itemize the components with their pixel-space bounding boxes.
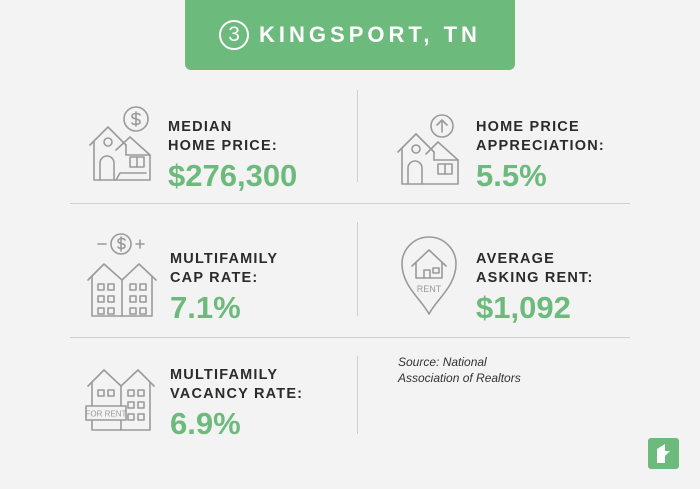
rent-pin-icon: RENT — [398, 234, 460, 316]
stat-median-home-price: MEDIAN HOME PRICE: $276,300 — [168, 118, 297, 194]
stat-value: $276,300 — [168, 158, 298, 193]
stat-value: 5.5% — [476, 158, 547, 193]
stat-value: 7.1% — [170, 290, 241, 325]
stat-home-price-appreciation: HOME PRICE APPRECIATION: 5.5% — [476, 118, 605, 194]
rent-pin-label: RENT — [417, 284, 442, 294]
divider-horizontal — [70, 337, 630, 338]
stat-value: $1,092 — [476, 290, 571, 325]
stat-value: 6.9% — [170, 406, 241, 441]
stat-multifamily-cap-rate: MULTIFAMILY CAP RATE: 7.1% — [170, 250, 278, 326]
apartment-dollar-icon — [84, 228, 160, 318]
stat-average-asking-rent: AVERAGE ASKING RENT: $1,092 — [476, 250, 594, 326]
title-banner: 3 KINGSPORT, TN — [185, 0, 515, 70]
for-rent-building-icon: FOR RENT — [84, 364, 158, 434]
divider-vertical — [357, 222, 358, 316]
stat-label: HOME PRICE APPRECIATION: — [476, 119, 605, 154]
divider-vertical — [357, 90, 358, 182]
divider-horizontal — [70, 203, 630, 204]
for-rent-sign-label: FOR RENT — [86, 410, 127, 419]
source-note: Source: National Association of Realtors — [398, 355, 521, 385]
stat-label: MEDIAN HOME PRICE: — [168, 119, 278, 154]
stat-label: MULTIFAMILY CAP RATE: — [170, 251, 279, 286]
divider-vertical — [357, 356, 358, 434]
brand-logo-icon — [648, 438, 679, 469]
stat-label: MULTIFAMILY VACANCY RATE: — [170, 367, 304, 402]
house-arrow-up-icon — [396, 112, 466, 188]
house-dollar-icon — [86, 105, 156, 185]
city-title: KINGSPORT, TN — [259, 22, 481, 47]
rank-badge: 3 — [219, 20, 250, 50]
stat-multifamily-vacancy-rate: MULTIFAMILY VACANCY RATE: 6.9% — [170, 366, 303, 442]
stat-label: AVERAGE ASKING RENT: — [476, 251, 594, 286]
